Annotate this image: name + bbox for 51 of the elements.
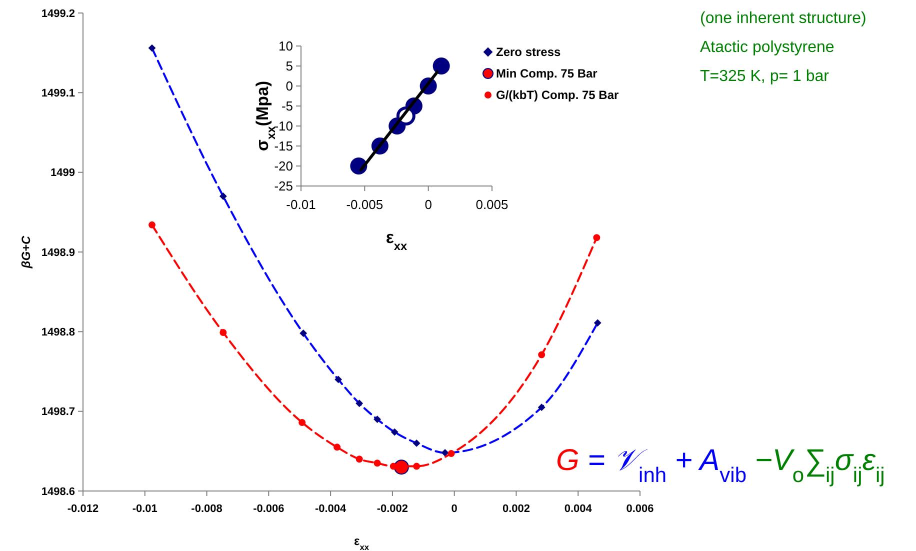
y-tick-label: 10 bbox=[278, 38, 293, 54]
point bbox=[298, 418, 306, 426]
y-tick-label: 1499 bbox=[50, 167, 75, 180]
x-tick-label: 0 bbox=[424, 197, 432, 212]
x-tick-label: -0.008 bbox=[191, 503, 222, 515]
x-tick-label: -0.01 bbox=[132, 503, 158, 515]
y-tick-label: -15 bbox=[274, 138, 293, 154]
y-tick-label: 1499.1 bbox=[41, 88, 75, 100]
y-tick-label: 1499.2 bbox=[41, 8, 75, 20]
y-tick-label: 1498.7 bbox=[41, 406, 75, 418]
x-tick-label: -0.005 bbox=[346, 197, 384, 212]
y-tick-label: 1498.8 bbox=[41, 326, 75, 339]
x-tick-label: -0.002 bbox=[376, 503, 408, 515]
x-tick-label: 0.002 bbox=[502, 503, 530, 515]
y-tick-label: -20 bbox=[274, 158, 293, 174]
x-tick-label: -0.012 bbox=[67, 503, 99, 515]
x-axis-title: ε$_{xx}$ bbox=[354, 534, 370, 551]
point bbox=[220, 328, 227, 336]
legend-label: Min Comp. 75 Bar bbox=[496, 66, 598, 81]
y-tick-label: 0 bbox=[286, 78, 293, 94]
text: G = 𝒱$_{inh}$ + A$_{vib}$ −V$_{o}$∑$_{ij}$σ$_{ij}$ε$_{ij}$ bbox=[556, 444, 885, 486]
text: Atactic polystyrene bbox=[700, 39, 834, 56]
point bbox=[148, 221, 156, 228]
point bbox=[334, 444, 341, 451]
point bbox=[356, 456, 363, 463]
point bbox=[413, 462, 420, 470]
text: (one inherent structure) bbox=[700, 10, 866, 27]
legend-label: G/(kbT) Comp. 75 Bar bbox=[496, 88, 620, 102]
x-tick-label: 0.006 bbox=[626, 503, 654, 515]
legend-label: Zero stress bbox=[496, 45, 562, 60]
y-tick-label: -5 bbox=[281, 98, 293, 114]
x-tick-label: 0 bbox=[451, 503, 458, 515]
x-tick-label: 0.005 bbox=[476, 197, 508, 212]
point bbox=[390, 462, 397, 470]
text: T=325 K, p= 1 bar bbox=[700, 68, 830, 85]
point bbox=[374, 460, 381, 467]
y-tick-label: -25 bbox=[274, 178, 293, 194]
point bbox=[448, 450, 455, 458]
x-tick-label: 0.004 bbox=[564, 503, 593, 515]
point bbox=[432, 58, 450, 74]
y-tick-label: 1498.9 bbox=[41, 246, 75, 259]
y-tick-label: 5 bbox=[286, 58, 293, 74]
point bbox=[538, 351, 546, 358]
x-tick-label: -0.01 bbox=[286, 197, 316, 212]
point bbox=[593, 234, 600, 242]
y-axis-title: βG+C bbox=[19, 235, 33, 270]
y-tick-label: 1498.6 bbox=[41, 486, 75, 498]
x-axis-title: ε$_{xx}$ bbox=[386, 228, 408, 253]
y-tick-label: -10 bbox=[274, 118, 293, 134]
x-tick-label: -0.004 bbox=[314, 503, 348, 515]
x-tick-label: -0.006 bbox=[253, 503, 284, 515]
